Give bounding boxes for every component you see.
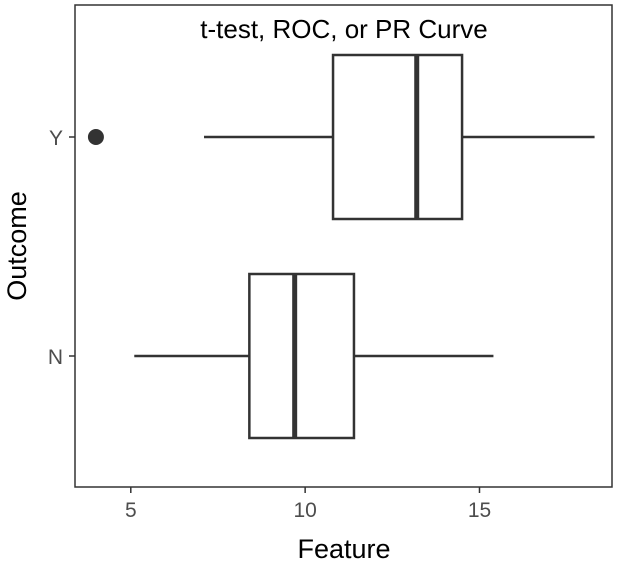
x-axis: 5 10 15 xyxy=(125,487,491,522)
y-tick-label-y: Y xyxy=(49,127,63,150)
y-axis-title: Outcome xyxy=(2,191,32,301)
panel-border xyxy=(74,4,613,488)
plot-area xyxy=(87,53,595,440)
x-tick-label-5: 5 xyxy=(125,499,137,522)
y-axis: YN xyxy=(48,127,75,369)
box-n xyxy=(248,272,356,440)
box-group-y xyxy=(87,53,595,221)
y-tick-label-n: N xyxy=(48,346,63,369)
x-tick-label-10: 10 xyxy=(293,499,316,522)
x-tick-label-15: 15 xyxy=(468,499,491,522)
chart-title: t-test, ROC, or PR Curve xyxy=(200,14,488,44)
x-axis-title: Feature xyxy=(297,534,390,564)
box-y xyxy=(331,53,464,221)
box-group-n xyxy=(134,272,494,440)
outlier-point-y-0 xyxy=(87,129,104,145)
